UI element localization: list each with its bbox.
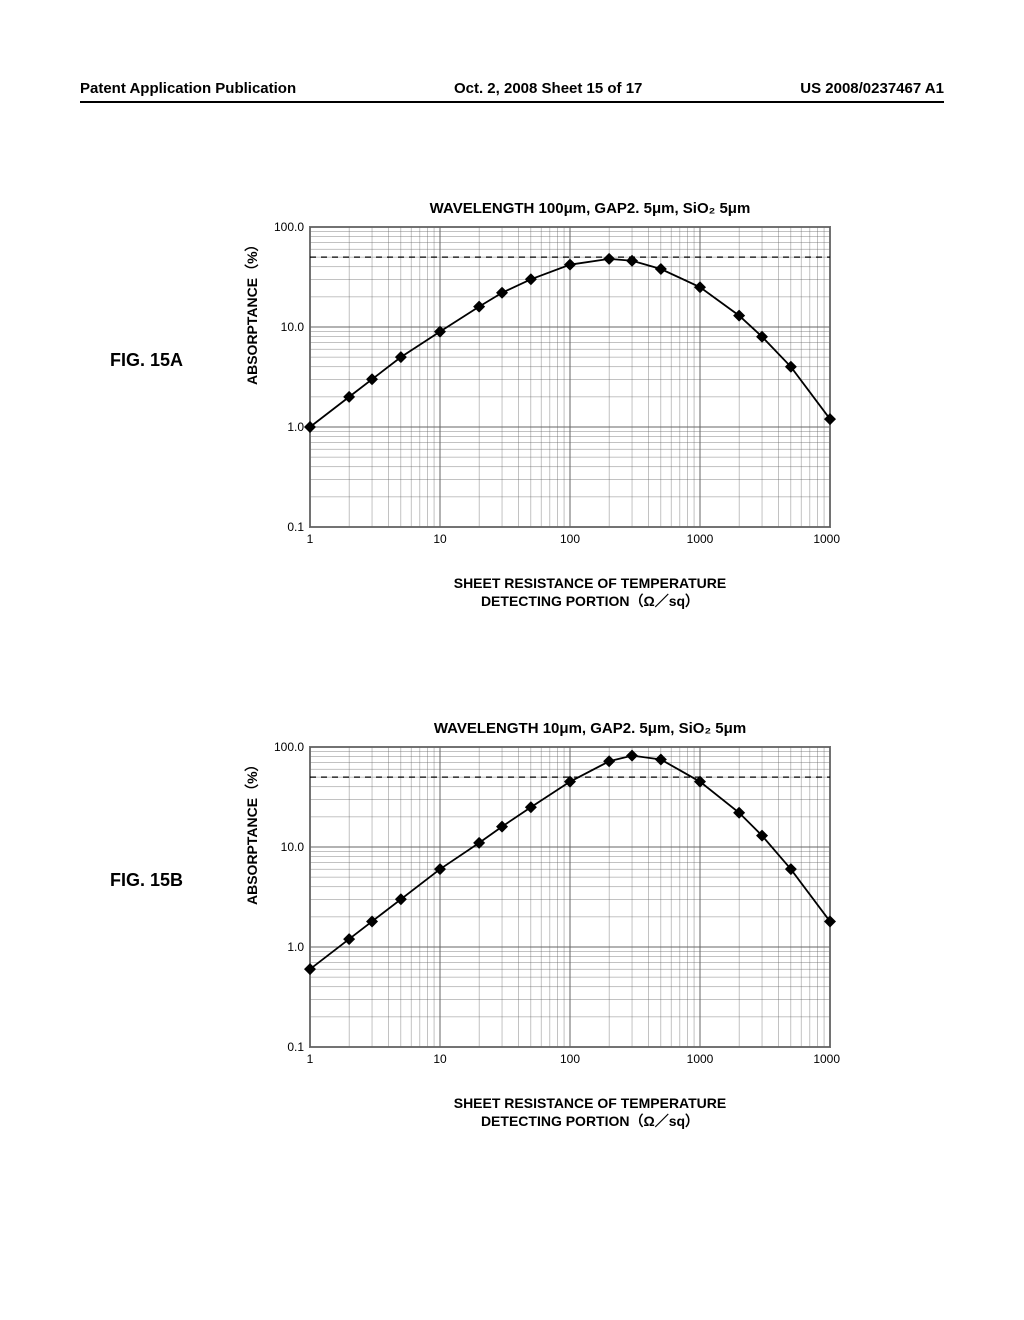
- figure-label-15b: FIG. 15B: [110, 870, 183, 891]
- svg-text:1: 1: [307, 1052, 314, 1066]
- chart-a-xlabel-line1: SHEET RESISTANCE OF TEMPERATURE: [454, 575, 727, 591]
- svg-text:1.0: 1.0: [287, 940, 304, 954]
- chart-b-title: WAVELENGTH 10μm, GAP2. 5μm, SiO₂ 5μm: [260, 720, 920, 737]
- chart-b: 1 10 100 1000 10000 0.1 1.0 10.0 100.0: [260, 741, 840, 1073]
- header-left: Patent Application Publication: [80, 80, 296, 97]
- chart-b-xlabel-line1: SHEET RESISTANCE OF TEMPERATURE: [454, 1095, 727, 1111]
- svg-text:1000: 1000: [687, 532, 714, 546]
- page: Patent Application Publication Oct. 2, 2…: [0, 0, 1024, 1320]
- svg-text:1000: 1000: [687, 1052, 714, 1066]
- svg-text:0.1: 0.1: [287, 1040, 304, 1054]
- svg-text:100.0: 100.0: [274, 741, 304, 754]
- chart-b-xlabel: SHEET RESISTANCE OF TEMPERATURE DETECTIN…: [260, 1095, 920, 1130]
- header-right: US 2008/0237467 A1: [800, 80, 944, 97]
- chart-a-xlabel-line2: DETECTING PORTION（Ω／sq）: [481, 593, 699, 609]
- figure-label-15a: FIG. 15A: [110, 350, 183, 371]
- svg-text:100: 100: [560, 532, 580, 546]
- figure-15b-block: FIG. 15B WAVELENGTH 10μm, GAP2. 5μm, SiO…: [120, 720, 920, 1130]
- chart-a-title: WAVELENGTH 100μm, GAP2. 5μm, SiO₂ 5μm: [260, 200, 920, 217]
- svg-text:10: 10: [433, 1052, 447, 1066]
- header-mid: Oct. 2, 2008 Sheet 15 of 17: [454, 80, 642, 97]
- chart-a-xlabel: SHEET RESISTANCE OF TEMPERATURE DETECTIN…: [260, 575, 920, 610]
- svg-text:10.0: 10.0: [281, 840, 305, 854]
- svg-text:1: 1: [307, 532, 314, 546]
- svg-text:0.1: 0.1: [287, 520, 304, 534]
- svg-text:100: 100: [560, 1052, 580, 1066]
- svg-text:1.0: 1.0: [287, 420, 304, 434]
- chart-b-xlabel-line2: DETECTING PORTION（Ω／sq）: [481, 1113, 699, 1129]
- chart-a-ylabel: ABSORPTANCE（%）: [242, 237, 262, 385]
- svg-text:10000: 10000: [813, 532, 840, 546]
- figure-15a-block: FIG. 15A WAVELENGTH 100μm, GAP2. 5μm, Si…: [120, 200, 920, 610]
- svg-text:10000: 10000: [813, 1052, 840, 1066]
- svg-text:10.0: 10.0: [281, 320, 305, 334]
- svg-text:10: 10: [433, 532, 447, 546]
- svg-text:100.0: 100.0: [274, 221, 304, 234]
- chart-a: 1 10 100 1000 10000 0.1 1.0 10.0 100.0: [260, 221, 840, 553]
- chart-b-ylabel: ABSORPTANCE（%）: [242, 757, 262, 905]
- page-header: Patent Application Publication Oct. 2, 2…: [80, 80, 944, 103]
